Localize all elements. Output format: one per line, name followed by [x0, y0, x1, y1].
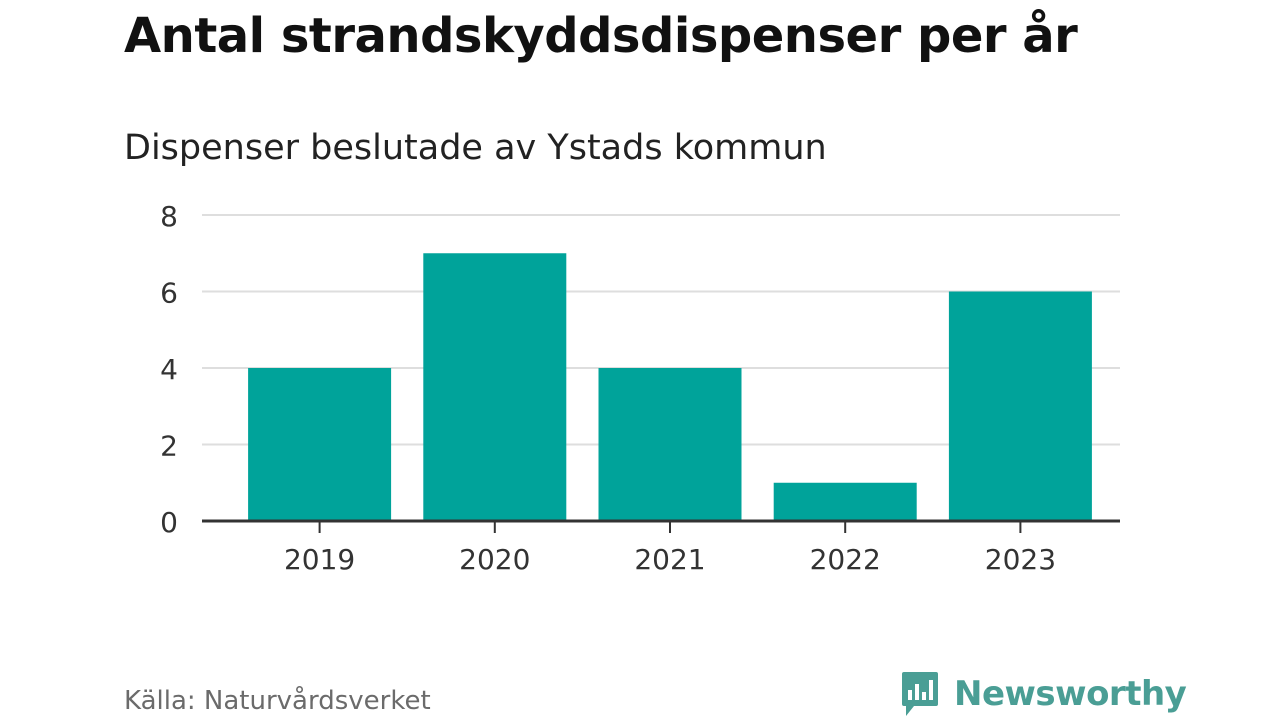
x-tick-label: 2020	[459, 543, 530, 576]
y-tick-label: 2	[160, 430, 178, 463]
x-tick-label: 2019	[284, 543, 355, 576]
y-tick-label: 8	[160, 200, 178, 233]
chart-title: Antal strandskyddsdispenser per år	[124, 8, 1078, 64]
x-tick-label: 2021	[634, 543, 705, 576]
x-tick-label: 2023	[985, 543, 1056, 576]
y-tick-label: 6	[160, 277, 178, 310]
y-tick-label: 0	[160, 506, 178, 539]
y-tick-label: 4	[160, 353, 178, 386]
bar-2023	[948, 291, 1092, 521]
brand-logo: Newsworthy	[900, 670, 1187, 718]
brand-name: Newsworthy	[954, 674, 1187, 714]
chart-subtitle: Dispenser beslutade av Ystads kommun	[124, 128, 827, 168]
x-axis	[202, 519, 1120, 533]
bars	[248, 253, 1092, 521]
y-axis-labels: 0 2 4 6 8	[160, 200, 178, 539]
bar-2019	[248, 368, 392, 521]
bar-2022	[773, 482, 917, 521]
bar-2021	[598, 368, 742, 521]
x-tick-label: 2022	[810, 543, 881, 576]
bar-chart-speech-bubble-icon	[902, 672, 938, 716]
bar-chart: 0 2 4 6 8 2019 2020 2021 2022 2023	[160, 200, 1120, 576]
x-axis-labels: 2019 2020 2021 2022 2023	[284, 543, 1056, 576]
source-note: Källa: Naturvårdsverket	[124, 686, 431, 716]
bar-2020	[423, 253, 567, 521]
